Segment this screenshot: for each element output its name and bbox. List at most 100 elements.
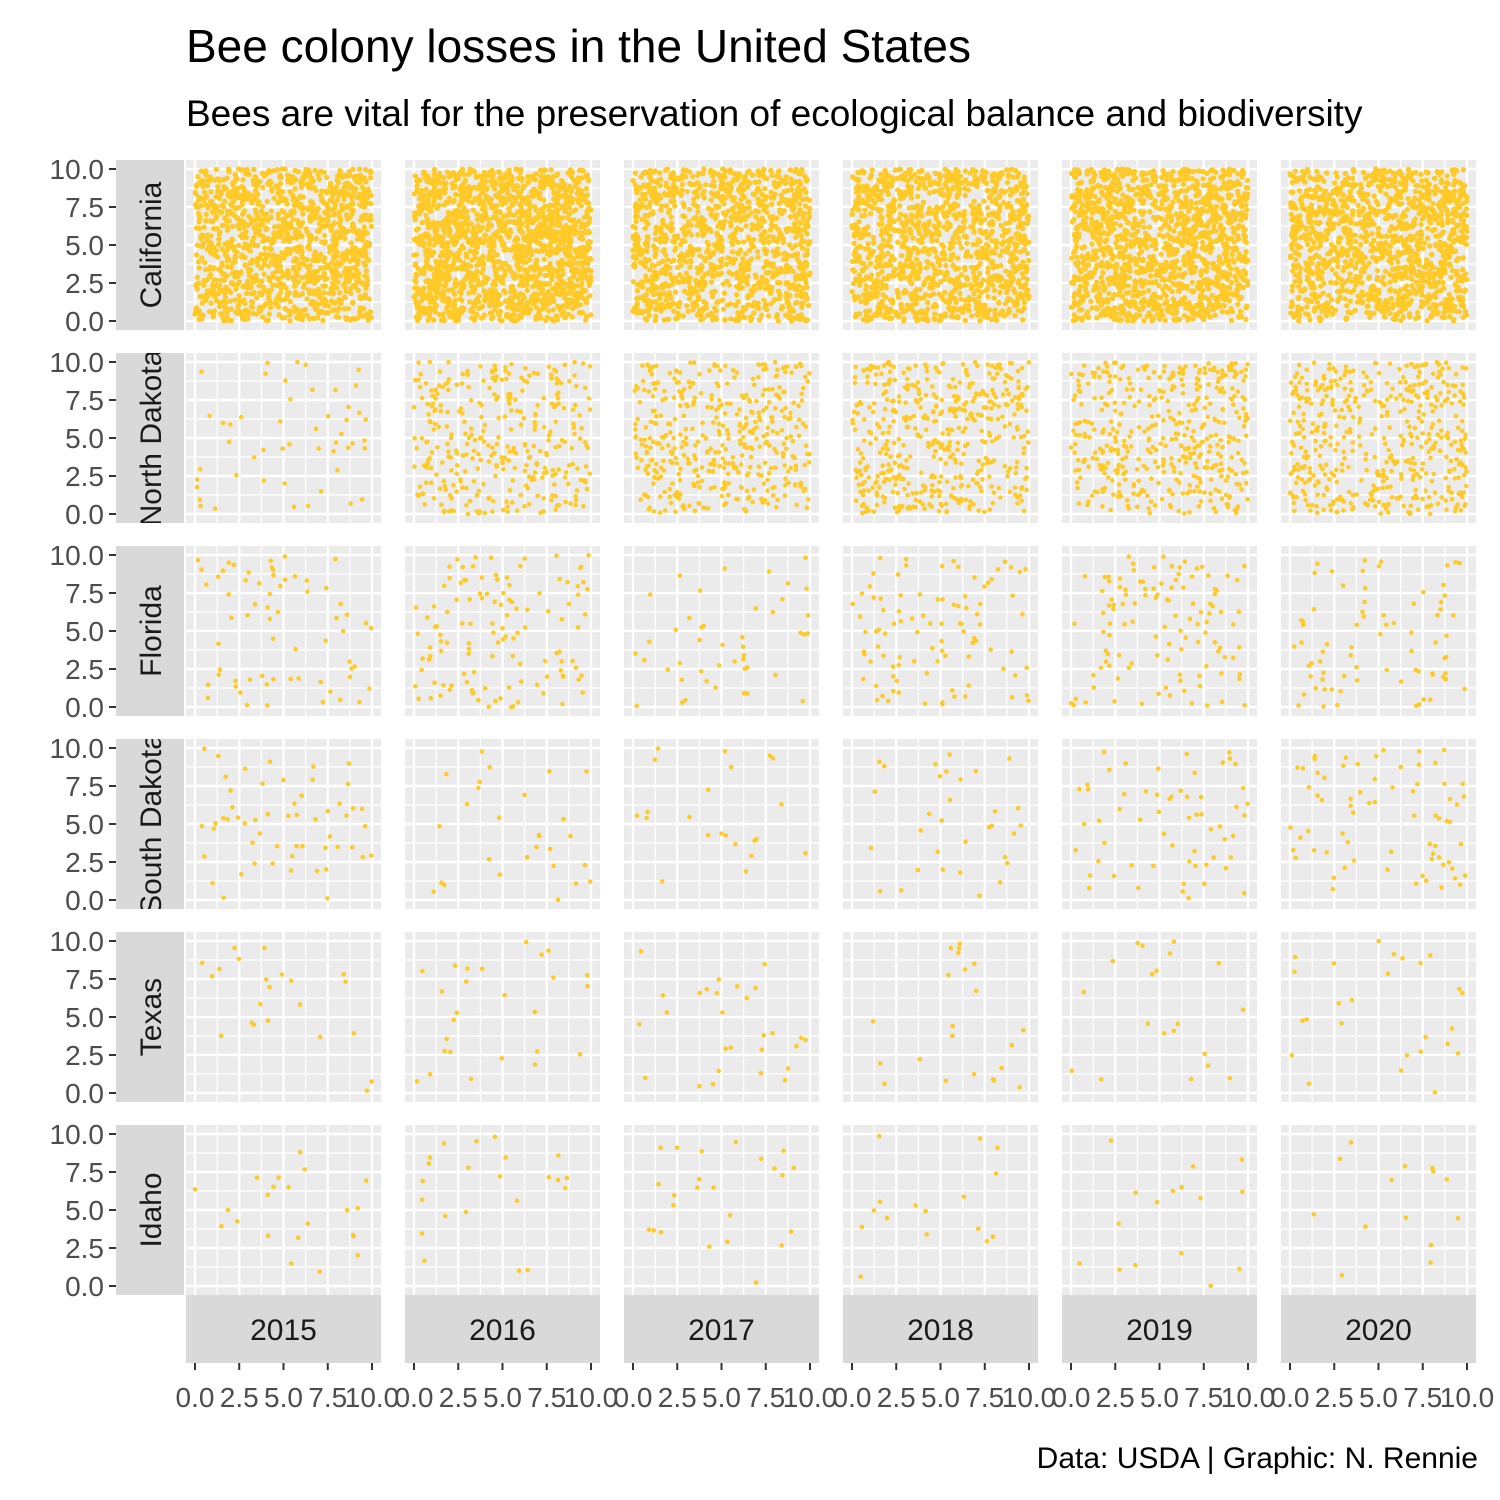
data-point xyxy=(723,261,729,267)
data-point xyxy=(804,247,810,253)
data-point xyxy=(779,268,785,275)
data-point xyxy=(261,211,267,218)
data-point xyxy=(274,229,281,236)
data-point xyxy=(668,174,675,181)
data-point xyxy=(587,255,593,262)
data-point xyxy=(216,195,223,202)
data-point xyxy=(282,306,288,312)
data-point xyxy=(330,307,336,314)
data-point xyxy=(862,207,868,213)
data-point xyxy=(799,245,806,251)
data-point xyxy=(287,250,293,256)
data-point xyxy=(695,180,701,186)
data-point xyxy=(528,248,534,254)
data-point xyxy=(630,223,636,230)
data-point xyxy=(700,232,706,239)
data-point xyxy=(294,248,301,255)
data-point xyxy=(517,282,523,288)
data-point xyxy=(444,269,450,275)
data-point xyxy=(774,239,780,245)
data-point xyxy=(205,232,211,238)
data-point xyxy=(568,238,574,244)
data-point xyxy=(652,253,658,260)
data-point xyxy=(904,302,910,308)
data-point xyxy=(234,176,240,182)
data-point xyxy=(337,188,343,195)
data-point xyxy=(640,191,646,197)
data-point xyxy=(684,188,690,195)
facet-panel xyxy=(186,160,381,330)
data-point xyxy=(873,277,880,283)
data-point xyxy=(578,203,584,209)
data-point xyxy=(457,296,463,302)
data-point xyxy=(333,184,339,190)
data-point xyxy=(1026,257,1032,264)
data-point xyxy=(805,223,811,229)
data-point xyxy=(273,300,280,307)
data-point xyxy=(516,175,522,182)
data-point xyxy=(800,315,806,321)
data-point xyxy=(422,174,428,180)
data-point xyxy=(734,292,740,298)
data-point xyxy=(796,178,802,185)
data-point xyxy=(868,260,874,267)
data-point xyxy=(802,203,809,209)
data-point xyxy=(586,239,592,245)
data-point xyxy=(482,177,488,183)
data-point xyxy=(472,255,478,261)
data-point xyxy=(330,212,336,218)
data-point xyxy=(763,277,769,283)
data-point xyxy=(505,304,511,310)
data-point xyxy=(276,190,282,196)
data-point xyxy=(453,318,459,324)
data-point xyxy=(338,217,344,223)
data-point xyxy=(560,225,566,232)
data-point xyxy=(634,288,641,294)
data-point xyxy=(901,315,907,322)
data-point xyxy=(729,249,736,255)
data-point xyxy=(197,215,203,221)
data-point xyxy=(234,281,241,288)
data-point xyxy=(203,218,209,224)
data-point xyxy=(778,232,785,238)
data-point xyxy=(783,226,790,232)
data-point xyxy=(719,193,726,199)
data-point xyxy=(787,293,793,299)
data-point xyxy=(323,298,329,304)
data-point xyxy=(775,226,781,232)
data-point xyxy=(932,188,938,194)
data-point xyxy=(495,310,501,316)
data-point xyxy=(455,175,461,181)
data-point xyxy=(797,188,803,194)
data-point xyxy=(444,216,450,222)
data-point xyxy=(580,167,586,174)
data-point xyxy=(421,285,427,292)
data-point xyxy=(333,277,339,283)
data-point xyxy=(306,290,313,297)
data-point xyxy=(682,174,689,180)
data-point xyxy=(216,236,222,242)
data-point xyxy=(456,313,462,319)
data-point xyxy=(260,303,267,310)
data-point xyxy=(442,180,448,187)
data-point xyxy=(471,289,477,295)
data-point xyxy=(431,202,437,208)
data-point xyxy=(720,166,726,172)
data-point xyxy=(872,192,878,198)
data-point xyxy=(958,245,965,251)
data-point xyxy=(290,216,296,223)
data-point xyxy=(240,184,246,191)
data-point xyxy=(971,198,977,204)
data-point xyxy=(244,290,250,297)
data-point xyxy=(284,246,290,253)
data-point xyxy=(752,224,759,231)
data-point xyxy=(434,289,440,296)
data-point xyxy=(225,307,232,313)
data-point xyxy=(333,238,339,244)
data-point xyxy=(738,262,744,268)
data-point xyxy=(355,272,361,279)
data-point xyxy=(480,262,486,268)
data-point xyxy=(423,186,429,192)
data-point xyxy=(729,241,736,247)
data-point xyxy=(641,262,647,268)
